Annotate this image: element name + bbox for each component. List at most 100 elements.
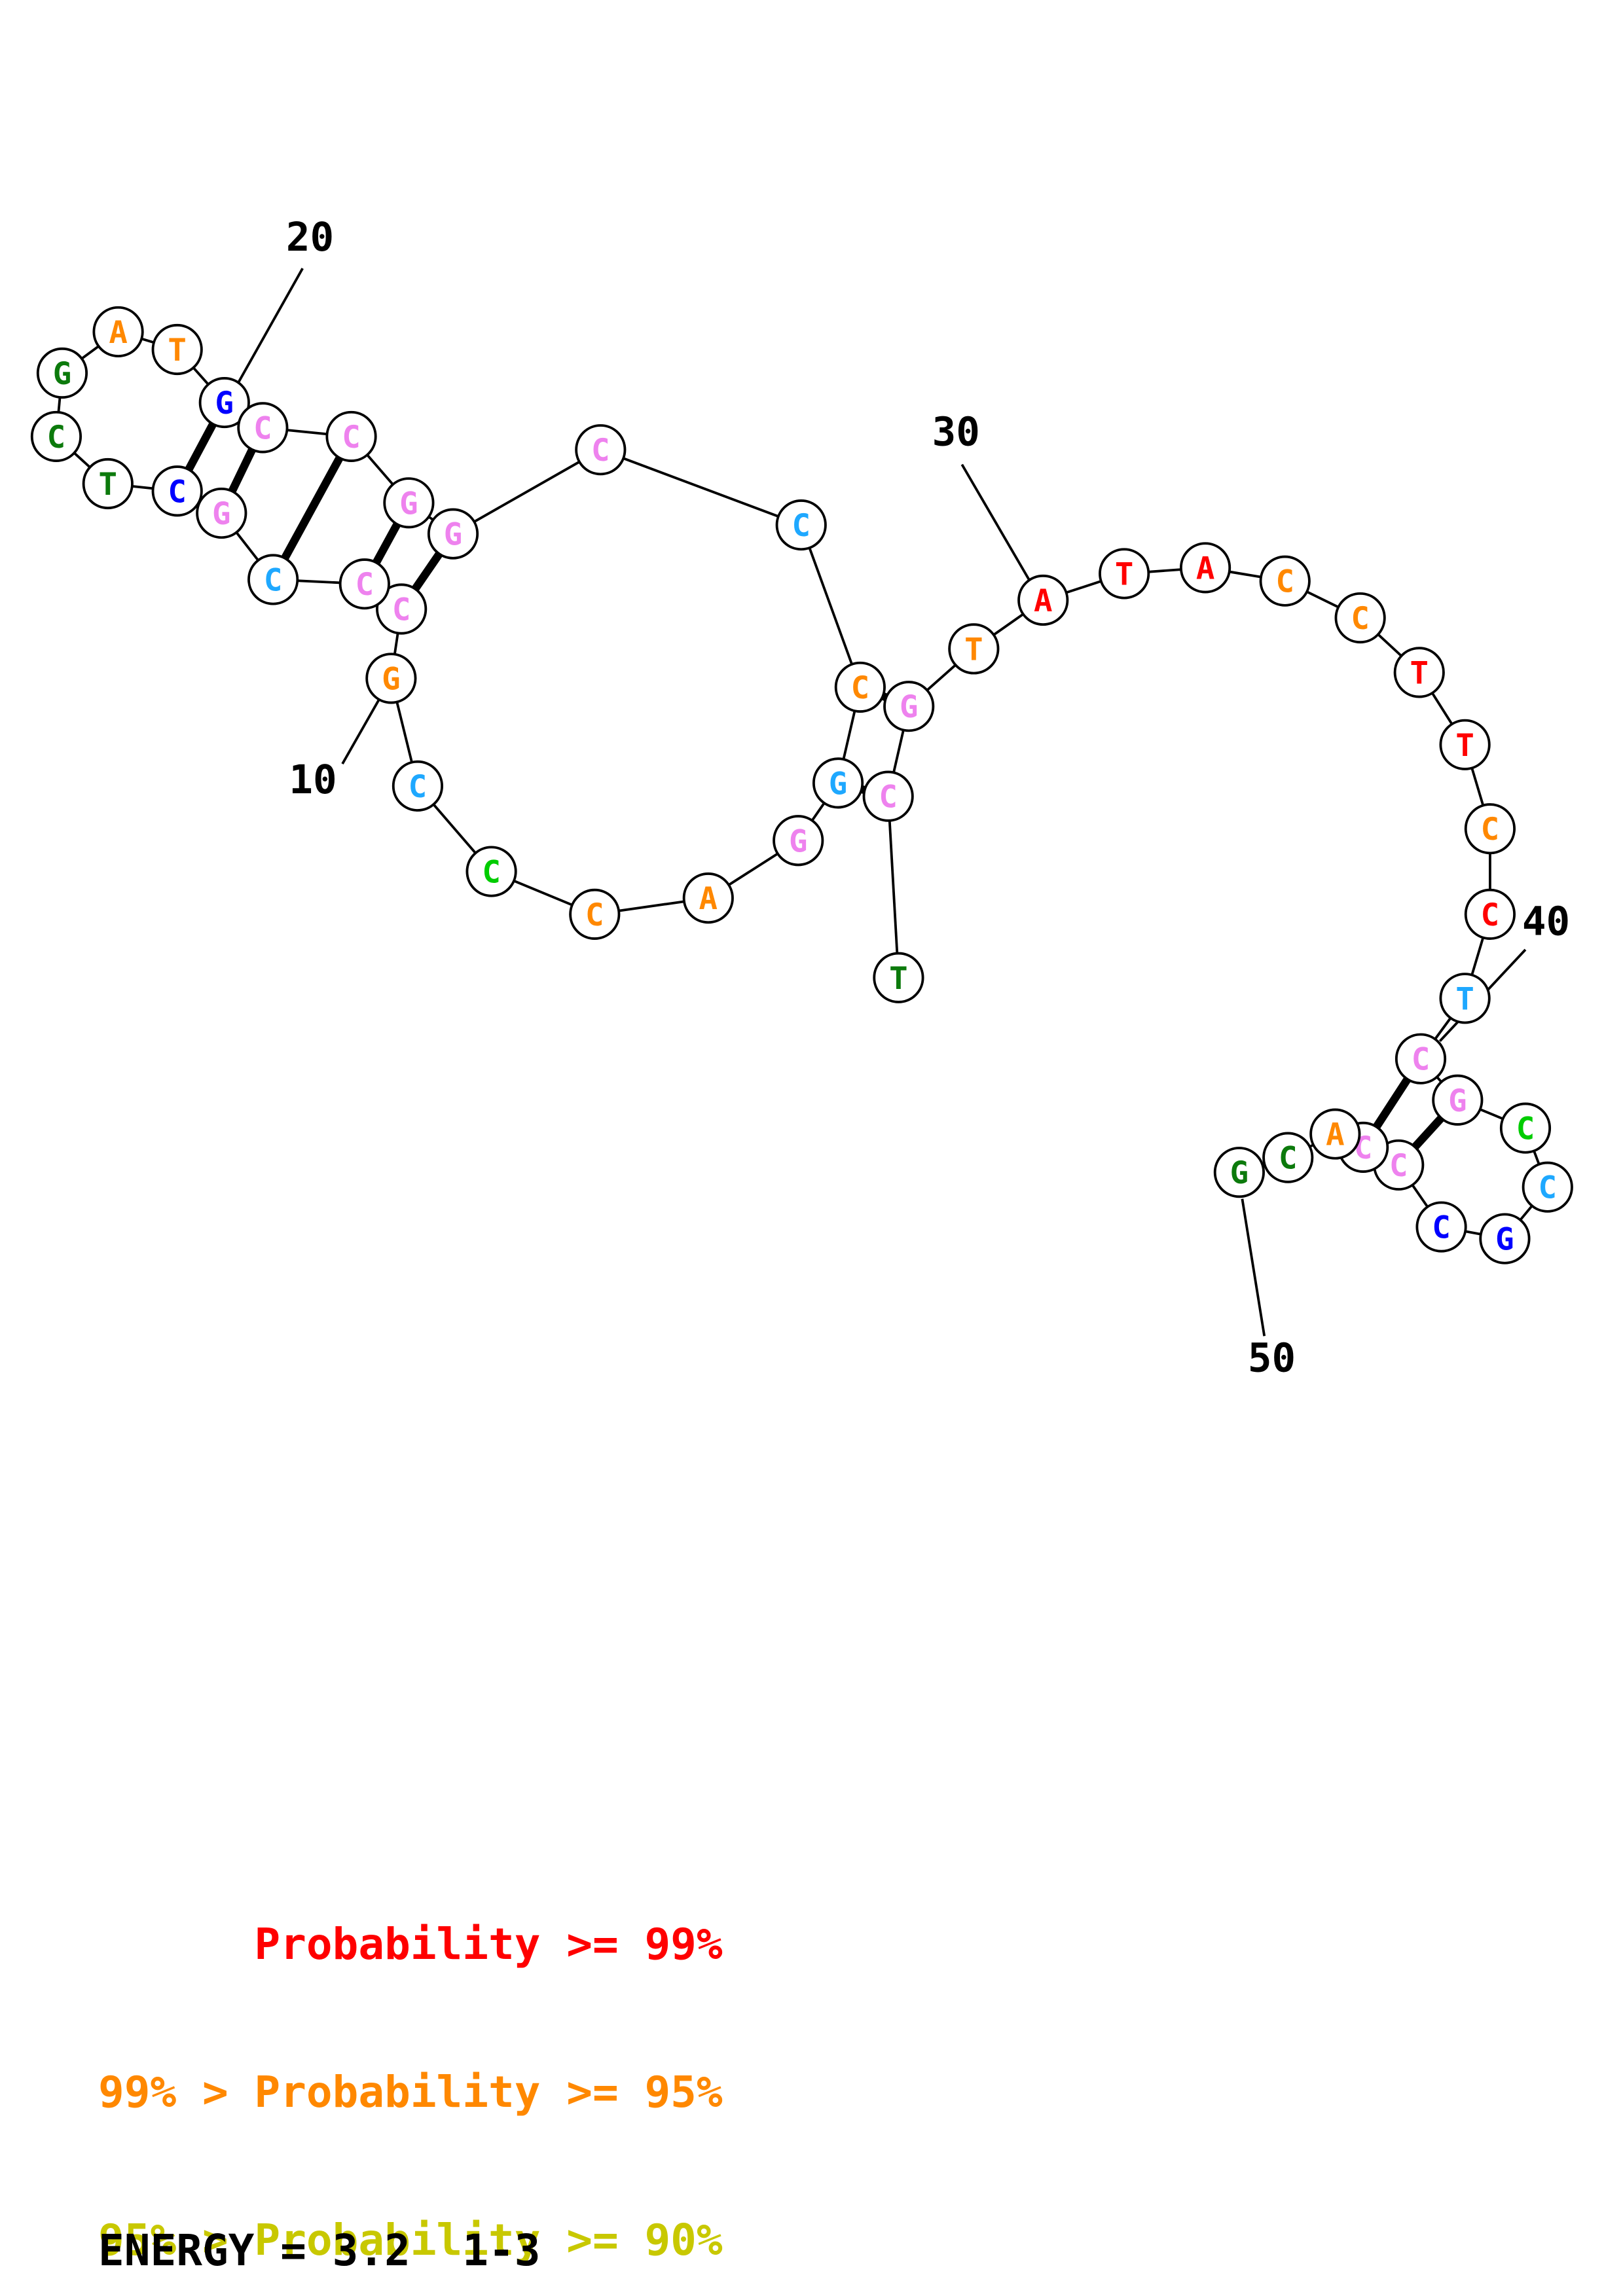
nucleotide-circle — [247, 554, 299, 605]
nucleotide-base: G — [900, 689, 918, 725]
nucleotide-base: T — [964, 632, 983, 668]
nucleotide-base: C — [851, 670, 869, 706]
nucleotide-circle — [338, 558, 390, 610]
position-label-leader-line — [235, 268, 304, 387]
nucleotide-base: T — [1410, 655, 1429, 691]
energy-label: ENERGY = 3.2 1-3 — [98, 2225, 541, 2276]
nucleotide-circle — [1439, 719, 1491, 770]
nucleotide-base: A — [1326, 1117, 1344, 1153]
backbone-bond — [600, 448, 802, 526]
nucleotide-base: C — [1389, 1148, 1408, 1184]
position-label-50: 50 — [1248, 1335, 1296, 1381]
nucleotide-base: C — [591, 433, 610, 469]
nucleotide-base: C — [1516, 1111, 1535, 1147]
nucleotide-circle — [30, 410, 82, 462]
nucleotide-base: C — [482, 855, 500, 891]
nucleotide-base: T — [168, 332, 186, 368]
nucleotide-circle — [36, 347, 88, 399]
nucleotide-circle — [883, 681, 935, 732]
nucleotide-circle — [862, 770, 914, 822]
nucleotide-circle — [1259, 555, 1311, 607]
position-label-20: 20 — [286, 215, 334, 260]
position-label-leader-line — [341, 688, 387, 765]
nucleotide-circle — [1464, 803, 1516, 855]
nucleotide-circle — [1017, 574, 1069, 626]
nucleotide-circle — [1334, 592, 1386, 644]
nucleotide-circle — [196, 487, 247, 539]
nucleotide-circle — [1393, 647, 1445, 698]
nucleotide-base: T — [1455, 981, 1474, 1017]
nucleotide-circle — [237, 402, 289, 454]
legend-row-95: 99% > Probability >= 95% — [98, 2067, 723, 2118]
nucleotide-base: C — [792, 508, 810, 544]
nucleotide-circle — [465, 846, 517, 897]
nucleotide-circle — [1262, 1132, 1314, 1183]
nucleotide-circle — [773, 815, 824, 867]
nucleotide-circle — [775, 499, 827, 551]
nucleotide-circle — [151, 465, 203, 517]
position-label-30: 30 — [932, 409, 980, 455]
nucleotide-circle — [383, 477, 435, 529]
nucleotide-base: G — [829, 766, 847, 802]
nucleotide-base: C — [585, 897, 604, 933]
nucleotide-circle — [1099, 548, 1150, 600]
nucleotide-base: C — [1412, 1042, 1430, 1078]
nucleotide-base: C — [1432, 1210, 1450, 1246]
nucleotide-base: C — [1481, 897, 1499, 933]
nucleotide-base: G — [399, 486, 418, 522]
nucleotide-circle — [392, 760, 444, 812]
nucleotide-base: G — [1495, 1222, 1514, 1258]
nucleotide-circle — [1213, 1147, 1265, 1198]
position-label-leader-line — [1241, 1198, 1266, 1336]
nucleotide-circle — [682, 872, 734, 924]
nucleotide-circle — [325, 410, 377, 462]
position-label-leader-line — [960, 463, 1031, 582]
nucleotide-base: G — [1448, 1083, 1467, 1119]
nucleotide-circle — [1499, 1102, 1552, 1154]
backbone-bond — [452, 448, 602, 535]
nucleotide-circle — [365, 653, 417, 704]
nucleotide-circle — [427, 508, 479, 560]
nucleotide-base: C — [168, 474, 186, 510]
nucleotide-base: C — [47, 420, 65, 456]
nucleotide-circle — [834, 661, 886, 713]
nucleotide-base: C — [1481, 812, 1499, 848]
nucleotide-base: G — [789, 823, 807, 859]
nucleotide-circle — [1464, 888, 1516, 940]
nucleotide-circle — [873, 952, 924, 1003]
nucleotide-base: C — [1351, 601, 1369, 637]
nucleotide-base: G — [1230, 1155, 1249, 1191]
nucleotide-base: C — [392, 592, 410, 628]
nucleotide-circle — [1439, 973, 1491, 1024]
nucleotide-base: G — [53, 356, 71, 392]
legend-row-90: 95% > Probability >= 90% — [98, 2215, 723, 2266]
nucleotide-base: C — [879, 780, 897, 816]
nucleotide-circle — [948, 623, 1000, 675]
nucleotide-base: G — [215, 386, 234, 422]
nucleotide-circle — [1432, 1074, 1484, 1126]
nucleotide-circle — [1479, 1213, 1531, 1265]
nucleotide-base: A — [1196, 550, 1214, 586]
nucleotide-circle — [1179, 542, 1231, 594]
nucleotide-base: C — [1275, 564, 1294, 600]
nucleotide-base: G — [212, 496, 230, 532]
nucleotide-base: C — [1539, 1170, 1557, 1206]
nucleotide-base: C — [1279, 1141, 1297, 1177]
nucleotide-circle — [92, 306, 144, 358]
nucleotide-base: G — [382, 661, 400, 697]
nucleotide-base: T — [889, 961, 907, 997]
nucleotide-base: C — [409, 769, 427, 805]
nucleotide-circle — [151, 323, 203, 376]
nucleotide-base: T — [1455, 728, 1474, 764]
nucleotide-circle — [1395, 1033, 1447, 1085]
nucleotide-base: C — [356, 567, 374, 603]
position-label-10: 10 — [289, 757, 337, 803]
nucleotide-base: A — [1034, 583, 1052, 619]
nucleotide-base: T — [1115, 556, 1133, 592]
legend-row-99: Probability >= 99% — [98, 1918, 723, 1969]
nucleotide-base: G — [444, 517, 462, 553]
probability-legend: Probability >= 99% 99% > Probability >= … — [98, 1821, 723, 2296]
backbone-bond — [886, 796, 900, 978]
backbone-bond — [799, 524, 862, 688]
